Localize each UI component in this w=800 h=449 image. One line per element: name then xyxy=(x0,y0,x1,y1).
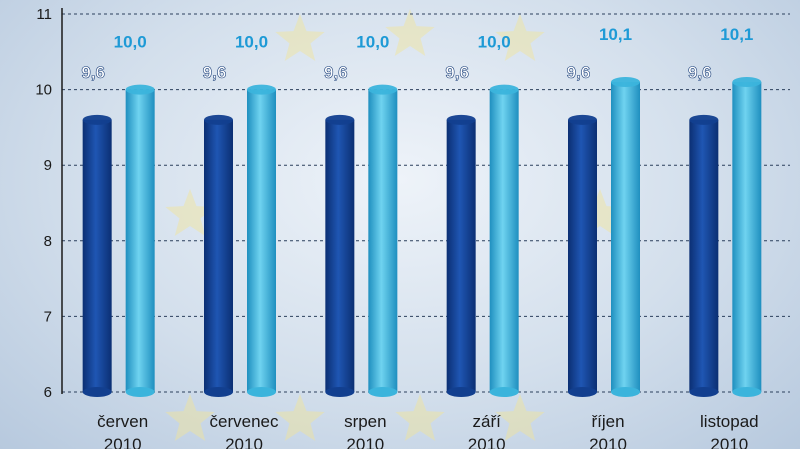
background-star-icon xyxy=(165,189,215,236)
y-tick-label: 8 xyxy=(44,233,52,250)
bar xyxy=(568,119,597,392)
bar-base xyxy=(368,387,398,397)
value-label: 10,1 xyxy=(720,25,753,44)
x-tick-label: říjen xyxy=(591,412,624,431)
value-label: 9,6 xyxy=(445,63,469,82)
value-labels: 9,6 10,0 9,6 10,0 9,6 10,0 9,6 10,0 9,6 10,1 9,6 10… xyxy=(81,25,753,82)
bar xyxy=(689,119,719,392)
y-tick-label: 11 xyxy=(36,6,52,23)
value-label: 9,6 xyxy=(203,63,227,82)
bar-cap xyxy=(325,114,355,125)
bar xyxy=(611,82,640,392)
value-label: 9,6 xyxy=(567,63,591,82)
background-star-icon xyxy=(575,189,625,236)
bar-cap xyxy=(125,84,155,95)
bar-base xyxy=(446,387,476,397)
background-star-icon xyxy=(385,9,435,56)
background-star-icon xyxy=(165,394,215,441)
bar xyxy=(325,119,355,392)
background-star-icon xyxy=(495,394,545,441)
bars xyxy=(82,77,762,397)
bar-base xyxy=(568,387,597,397)
bar-series-1 xyxy=(204,114,233,397)
x-axis-labels: červen 2010 červenec 2010 srpen 2010 září 2010 ř… xyxy=(97,412,758,449)
bar-cap xyxy=(689,114,719,125)
background-star-icon xyxy=(395,394,445,441)
value-label: 10,0 xyxy=(114,33,147,52)
value-label: 10,0 xyxy=(478,33,511,52)
x-tick-label-year: 2010 xyxy=(468,435,506,449)
bar-series-1 xyxy=(82,114,112,397)
bar-series-2 xyxy=(732,77,762,397)
value-label: 10,1 xyxy=(599,25,632,44)
value-label: 10,0 xyxy=(356,33,389,52)
bar-base xyxy=(204,387,233,397)
bar-series-1 xyxy=(446,114,476,397)
bar-base xyxy=(689,387,719,397)
bar-series-2 xyxy=(611,77,640,397)
x-tick-label: červen xyxy=(97,412,148,431)
bar xyxy=(489,89,519,392)
bar-cap xyxy=(204,114,233,125)
x-tick-label: červenec xyxy=(210,412,279,431)
bar xyxy=(204,119,233,392)
x-tick-label: září xyxy=(472,412,501,431)
bar-base xyxy=(125,387,155,397)
x-tick-label-year: 2010 xyxy=(104,435,142,449)
bar-cap xyxy=(82,114,112,125)
value-label: 9,6 xyxy=(688,63,712,82)
bar-cap xyxy=(611,77,640,88)
gridlines xyxy=(62,13,790,393)
bar xyxy=(125,89,155,392)
bar xyxy=(732,82,762,392)
y-tick-label: 7 xyxy=(44,308,52,325)
bar-cap xyxy=(446,114,476,125)
x-tick-label-year: 2010 xyxy=(225,435,263,449)
bar-base xyxy=(611,387,640,397)
y-axis-labels: 6 7 8 9 10 11 xyxy=(35,6,52,401)
x-tick-label-year: 2010 xyxy=(346,435,384,449)
bar-base xyxy=(732,387,762,397)
y-tick-label: 9 xyxy=(44,157,52,174)
x-tick-label-year: 2010 xyxy=(710,435,748,449)
background-star-icon xyxy=(275,394,325,441)
bar-cap xyxy=(368,84,398,95)
bar-series-2 xyxy=(368,84,398,397)
y-tick-label: 10 xyxy=(35,82,52,99)
bar xyxy=(368,89,398,392)
value-label: 10,0 xyxy=(235,33,268,52)
bar-base xyxy=(489,387,519,397)
x-tick-label: srpen xyxy=(344,412,387,431)
bar-base xyxy=(325,387,355,397)
bar-series-2 xyxy=(125,84,155,397)
bar-base xyxy=(247,387,276,397)
bar-base xyxy=(82,387,112,397)
bar xyxy=(247,89,276,392)
bar-cap xyxy=(568,114,597,125)
bar-series-2 xyxy=(247,84,276,397)
bar xyxy=(446,119,476,392)
bar xyxy=(82,119,112,392)
value-label: 9,6 xyxy=(81,63,105,82)
x-tick-label: listopad xyxy=(700,412,759,431)
x-tick-label-year: 2010 xyxy=(589,435,627,449)
bar-cap xyxy=(247,84,276,95)
background-stars xyxy=(165,9,625,441)
background-star-icon xyxy=(495,14,545,61)
bar-series-1 xyxy=(689,114,719,397)
bar-series-1 xyxy=(325,114,355,397)
bar-cap xyxy=(489,84,519,95)
bar-series-1 xyxy=(568,114,597,397)
bar-cap xyxy=(732,77,762,88)
y-tick-label: 6 xyxy=(44,384,52,401)
background-star-icon xyxy=(275,14,325,61)
value-label: 9,6 xyxy=(324,63,348,82)
bar-series-2 xyxy=(489,84,519,397)
